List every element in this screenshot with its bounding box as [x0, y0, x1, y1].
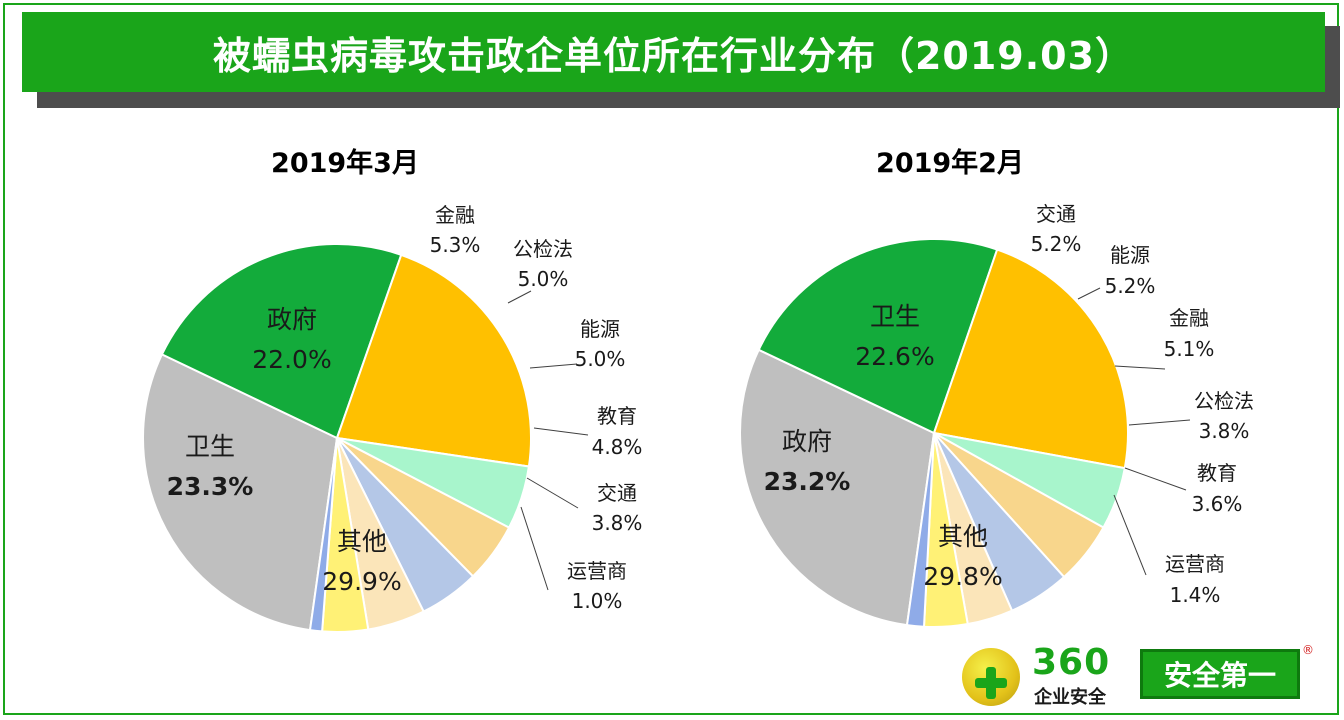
slice-label-value: 1.0% [572, 589, 623, 613]
leader-line [526, 477, 579, 509]
slice-label-value: 23.2% [764, 467, 851, 496]
logo-slogan: 安全第一 [1140, 649, 1300, 699]
logo-emblem [962, 648, 1020, 706]
leader-line [533, 427, 589, 436]
slice-label-value: 5.0% [518, 267, 569, 291]
pie-slice-卫生 [932, 248, 1129, 470]
slice-label-value: 5.1% [1164, 337, 1215, 361]
leader-line [1113, 494, 1147, 576]
slice-label-name: 公检法 [513, 237, 573, 261]
slice-label-value: 1.4% [1170, 583, 1221, 607]
pie-slice-卫生 [160, 243, 403, 440]
pie-slice-其他 [142, 353, 339, 632]
leader-line [507, 290, 532, 304]
slice-label-name: 金融 [435, 203, 475, 227]
slice-label-name: 卫生 [185, 432, 235, 461]
slice-label-name: 交通 [1036, 202, 1076, 226]
slice-label-name: 其他 [938, 522, 988, 551]
page-title: 被蠕虫病毒攻击政企单位所在行业分布（2019.03） [212, 33, 1135, 78]
slice-label-value: 5.3% [430, 233, 481, 257]
slice-label-value: 5.0% [575, 347, 626, 371]
slice-label-value: 29.9% [322, 567, 401, 596]
slice-label-name: 运营商 [567, 559, 627, 583]
slice-label-name: 政府 [782, 427, 832, 456]
slice-label-name: 公检法 [1194, 389, 1254, 413]
title-banner: 被蠕虫病毒攻击政企单位所在行业分布（2019.03） [22, 12, 1325, 92]
slice-label-value: 3.8% [592, 511, 643, 535]
pie-slice-其他 [739, 348, 936, 627]
slice-label-name: 政府 [267, 305, 317, 334]
slice-label-name: 其他 [337, 527, 387, 556]
slide-frame [3, 3, 1339, 715]
slice-label-value: 5.2% [1105, 274, 1156, 298]
brand-logo: 360 企业安全 安全第一 ® [962, 642, 1314, 709]
slice-label-value: 4.8% [592, 435, 643, 459]
slice-label-name: 金融 [1169, 306, 1209, 330]
pie-slice-运营商 [308, 437, 338, 633]
leader-line [1128, 419, 1191, 426]
pie-slice-政府 [757, 238, 999, 435]
slice-label-name: 能源 [580, 317, 620, 341]
slice-label-value: 29.8% [923, 562, 1002, 591]
slice-label-name: 交通 [597, 481, 637, 505]
slice-label-name: 卫生 [870, 302, 920, 331]
pie-slice-运营商 [905, 432, 935, 628]
slice-label-name: 教育 [597, 404, 637, 428]
logo-number: 360 [1032, 642, 1111, 683]
chart-title: 2019年2月 [876, 147, 1024, 179]
slice-label-value: 22.0% [252, 345, 331, 374]
slice-label-value: 5.2% [1031, 232, 1082, 256]
slice-label-name: 教育 [1197, 461, 1237, 485]
leader-line [529, 363, 578, 369]
chart-title: 2019年3月 [271, 147, 419, 179]
slice-label-value: 3.6% [1192, 492, 1243, 516]
leader-line [1114, 365, 1166, 370]
leader-line [520, 506, 549, 591]
registered-mark: ® [1302, 643, 1314, 657]
logo-subtitle: 企业安全 [1034, 687, 1106, 708]
slice-label-name: 运营商 [1165, 552, 1225, 576]
leader-line [1124, 467, 1187, 491]
pie-slice-政府 [335, 253, 532, 468]
plus-shield-icon [975, 667, 1007, 699]
slice-label-value: 3.8% [1199, 419, 1250, 443]
slice-label-value: 23.3% [167, 472, 254, 501]
slice-label-value: 22.6% [855, 342, 934, 371]
slice-label-name: 能源 [1110, 243, 1150, 267]
leader-line [1077, 287, 1101, 300]
